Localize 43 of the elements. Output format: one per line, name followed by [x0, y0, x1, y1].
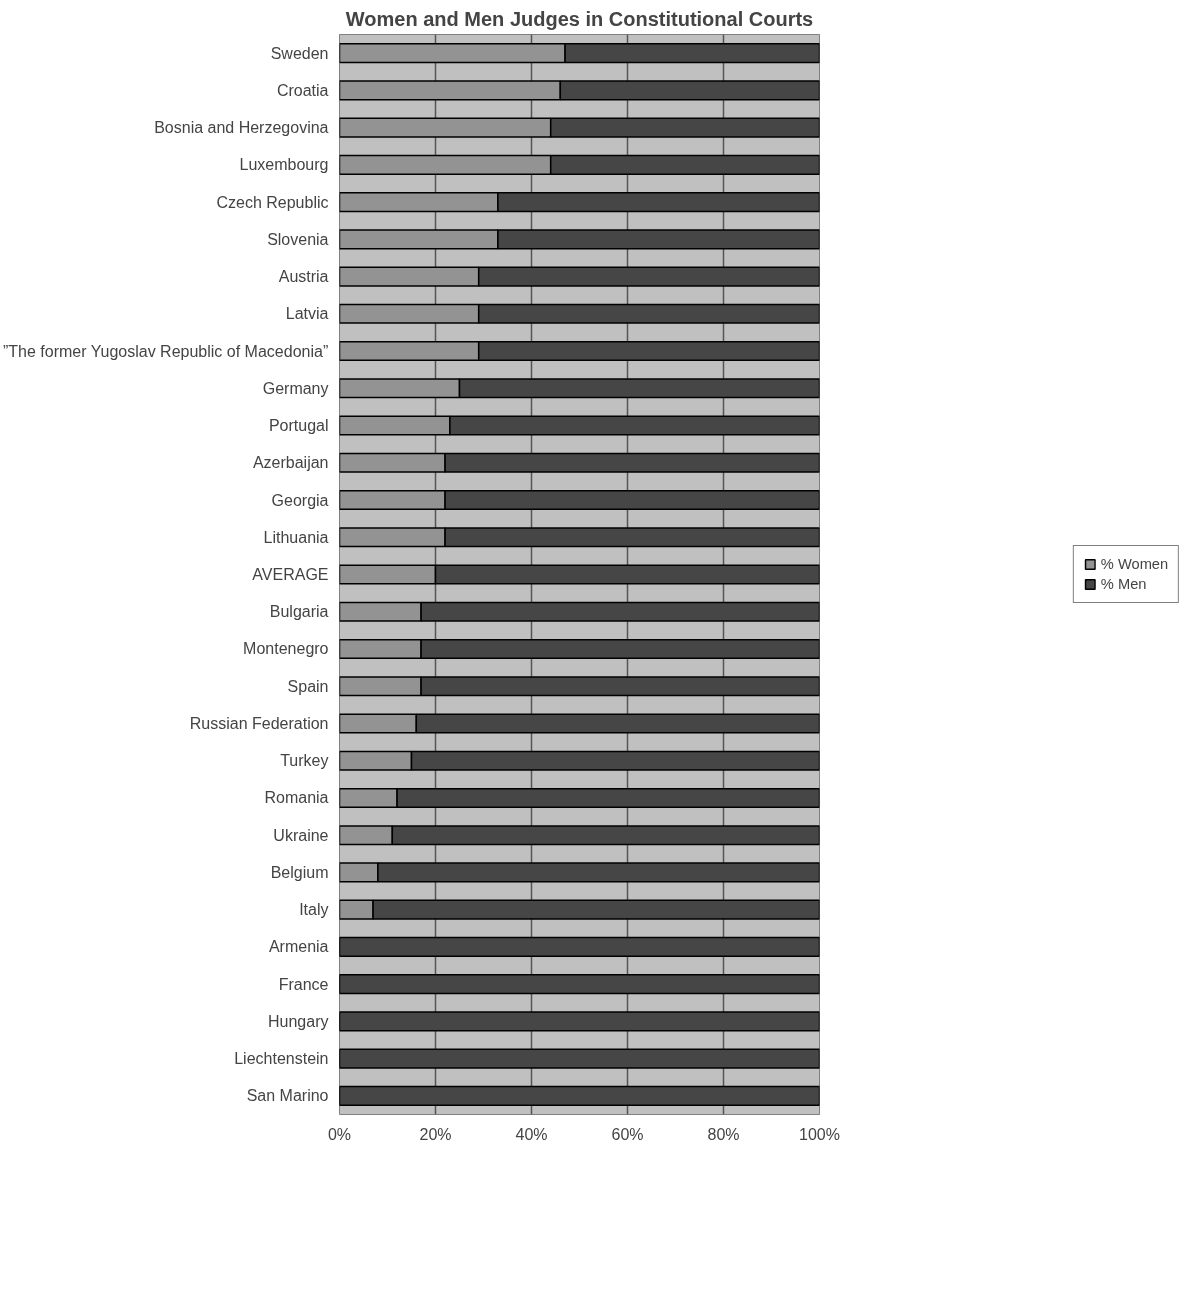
y-tick-label: Sweden — [270, 44, 329, 62]
y-tick-label: San Marino — [246, 1087, 329, 1105]
x-tick-label: 20% — [419, 1125, 452, 1143]
y-tick-label: Latvia — [285, 305, 329, 323]
y-tick-label: Slovenia — [267, 230, 329, 248]
legend-label: % Women — [1100, 556, 1169, 572]
x-tick-label: 100% — [799, 1125, 840, 1143]
y-tick-label: Armenia — [268, 938, 329, 956]
x-tick-label: 40% — [515, 1125, 548, 1143]
x-tick-label: 60% — [611, 1125, 644, 1143]
y-tick-label: Spain — [287, 677, 329, 695]
y-tick-label: Portugal — [268, 417, 329, 435]
y-tick-label: AVERAGE — [252, 566, 329, 583]
y-tick-label: Lithuania — [263, 528, 329, 546]
y-tick-label: Germany — [262, 379, 329, 397]
bar — [339, 1011, 820, 1032]
y-tick-label: Romania — [264, 789, 329, 807]
bar — [339, 936, 820, 957]
y-tick-label: Czech Republic — [216, 193, 329, 211]
x-tick-label: 0% — [327, 1125, 352, 1143]
y-tick-label: Azerbaijan — [252, 454, 329, 472]
y-tick-label: Croatia — [276, 81, 329, 99]
y-tick-label: Georgia — [271, 491, 329, 509]
y-tick-label: Ukraine — [273, 826, 329, 844]
y-tick-label: Montenegro — [243, 640, 329, 658]
y-tick-label: Hungary — [268, 1012, 329, 1030]
y-tick-label: Bosnia and Herzegovina — [154, 119, 329, 137]
y-tick-label: Turkey — [280, 752, 329, 770]
y-tick-label: France — [278, 975, 329, 993]
bar — [339, 1048, 820, 1069]
y-tick-label: Belgium — [270, 863, 329, 881]
y-tick-label: Bulgaria — [269, 603, 329, 621]
bar — [339, 974, 820, 995]
y-tick-label: Russian Federation — [189, 714, 329, 732]
chart-title: Women and Men Judges in Constitutional Courts — [345, 7, 814, 30]
bar — [339, 1085, 820, 1106]
y-tick-label: ”The former Yugoslav Republic of Macedonia” — [3, 342, 329, 360]
y-tick-label: Luxembourg — [239, 156, 329, 174]
x-tick-label: 80% — [707, 1125, 740, 1143]
legend-label: % Men — [1100, 576, 1147, 592]
y-tick-label: Liechtenstein — [234, 1050, 329, 1068]
y-tick-label: Austria — [278, 268, 329, 286]
y-tick-label: Italy — [299, 901, 329, 919]
